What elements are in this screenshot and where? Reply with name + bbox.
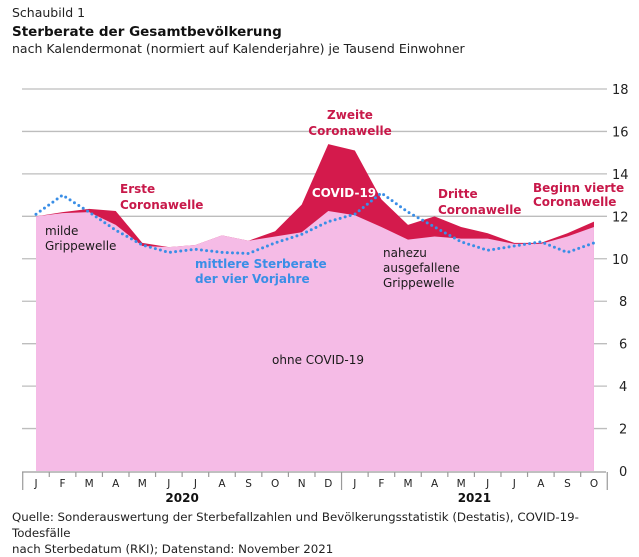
x-tick-label: S xyxy=(245,478,252,490)
x-tick-label: M xyxy=(85,478,94,490)
source-line-1: Quelle: Sonderauswertung der Sterbefallz… xyxy=(12,509,632,541)
annotation-line: Beginn vierte xyxy=(533,181,624,195)
x-tick-label: J xyxy=(193,478,197,490)
x-tick-label: M xyxy=(138,478,147,490)
annotation-line: Grippewelle xyxy=(383,276,454,290)
x-tick-label: J xyxy=(352,478,356,490)
x-tick-label: F xyxy=(60,478,66,490)
y-tick-label: 8 xyxy=(619,295,627,310)
x-tick-label: S xyxy=(564,478,571,490)
x-tick-label: O xyxy=(271,478,279,490)
x-tick-label: F xyxy=(378,478,384,490)
x-tick-label: O xyxy=(590,478,598,490)
x-tick-label: M xyxy=(403,478,412,490)
annotation-line: der vier Vorjahre xyxy=(195,272,310,286)
annotation-line: nahezu xyxy=(383,246,427,260)
annotation-zweite: Zweite Coronawelle xyxy=(308,108,391,138)
y-tick-label: 4 xyxy=(619,380,627,395)
x-tick-label: D xyxy=(324,478,332,490)
figure-kicker: Schaubild 1 xyxy=(12,5,85,20)
annotation-line: milde xyxy=(45,224,78,238)
x-tick-label: M xyxy=(457,478,466,490)
annotation-covid: COVID-19 xyxy=(312,186,376,200)
y-tick-label: 6 xyxy=(619,338,627,353)
y-tick-label: 0 xyxy=(619,465,627,480)
annotation-line: Erste xyxy=(120,182,155,196)
annotation-line: Zweite xyxy=(327,108,373,122)
y-tick-label: 16 xyxy=(612,125,629,140)
annotation-line: COVID-19 xyxy=(312,186,376,200)
annotation-line: Grippewelle xyxy=(45,239,116,253)
year-label: 2020 xyxy=(165,491,198,505)
x-tick-label: J xyxy=(485,478,489,490)
annotation-ohne: ohne COVID-19 xyxy=(272,353,364,367)
y-tick-label: 2 xyxy=(619,423,627,438)
annotation-line: Coronawelle xyxy=(533,195,616,209)
annotation-line: mittlere Sterberate xyxy=(195,257,327,271)
annotation-line: Coronawelle xyxy=(120,198,203,212)
chart-subtitle: nach Kalendermonat (normiert auf Kalende… xyxy=(12,41,465,56)
x-tick-label: A xyxy=(218,478,226,490)
x-tick-label: A xyxy=(431,478,439,490)
source-line-2: nach Sterbedatum (RKI); Datenstand: Nove… xyxy=(12,541,632,557)
year-label: 2021 xyxy=(458,491,491,505)
x-axis: J F M A M J J A S O N D J F M A M J J A S O 2020 2021 xyxy=(22,472,607,505)
annotation-dritte: Dritte Coronawelle xyxy=(438,187,521,217)
y-tick-label: 10 xyxy=(612,253,629,268)
x-tick-label: J xyxy=(512,478,516,490)
x-tick-label: J xyxy=(166,478,170,490)
chart-title: Sterberate der Gesamtbevölkerung xyxy=(12,24,282,40)
annotation-line: Dritte xyxy=(438,187,478,201)
x-tick-label: A xyxy=(112,478,120,490)
area-ohne-covid-19 xyxy=(36,211,594,471)
x-tick-label: N xyxy=(298,478,306,490)
y-tick-label: 12 xyxy=(612,210,629,225)
source-note: Quelle: Sonderauswertung der Sterbefallz… xyxy=(12,509,632,557)
annotation-line: ausgefallene xyxy=(383,261,460,275)
annotation-erste: Erste Coronawelle xyxy=(120,182,203,212)
y-tick-label: 18 xyxy=(612,83,629,98)
x-tick-label: J xyxy=(33,478,37,490)
annotation-line: Coronawelle xyxy=(438,203,521,217)
x-tick-label: A xyxy=(537,478,545,490)
annotation-line: Coronawelle xyxy=(308,124,391,138)
annotation-line: ohne COVID-19 xyxy=(272,353,364,367)
